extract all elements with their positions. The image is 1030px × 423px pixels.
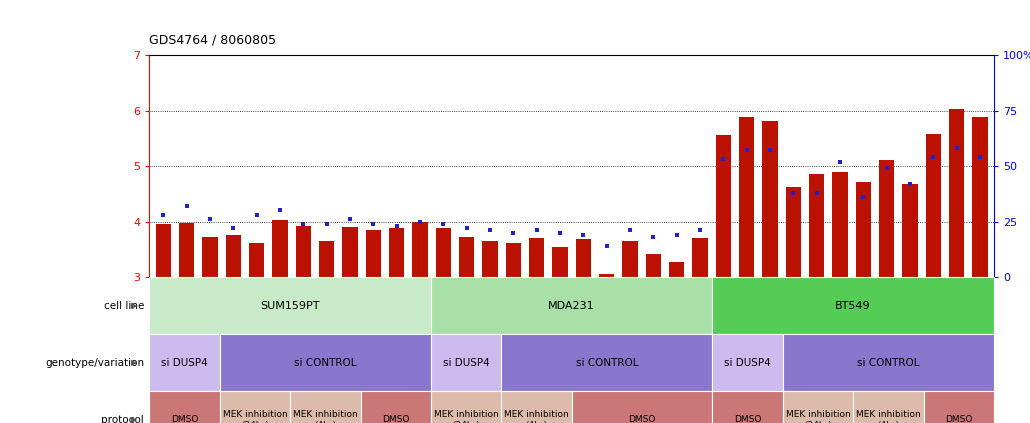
Point <box>622 227 639 234</box>
Bar <box>576 239 591 277</box>
Bar <box>856 181 871 277</box>
Text: BT549: BT549 <box>835 301 871 310</box>
Bar <box>762 121 778 277</box>
Point <box>226 225 242 232</box>
Point <box>855 194 871 201</box>
Point <box>458 225 475 232</box>
Bar <box>342 227 357 277</box>
Text: si CONTROL: si CONTROL <box>857 358 920 368</box>
Text: si CONTROL: si CONTROL <box>576 358 639 368</box>
Point <box>668 231 685 238</box>
Bar <box>972 117 988 277</box>
Bar <box>272 220 287 277</box>
Bar <box>716 135 731 277</box>
Bar <box>949 110 964 277</box>
Bar <box>179 223 195 277</box>
Bar <box>809 174 824 277</box>
Text: ▶: ▶ <box>131 358 137 367</box>
Point <box>831 158 848 165</box>
Point <box>809 190 825 196</box>
Bar <box>926 134 940 277</box>
Bar <box>412 222 427 277</box>
Point <box>552 229 569 236</box>
Text: ▶: ▶ <box>131 301 137 310</box>
Bar <box>366 230 381 277</box>
Bar <box>249 243 265 277</box>
Text: DMSO: DMSO <box>628 415 656 423</box>
Bar <box>670 261 684 277</box>
Point <box>318 220 335 227</box>
Text: ▶: ▶ <box>131 415 137 423</box>
Bar <box>786 187 801 277</box>
Point <box>388 222 405 229</box>
Bar <box>226 235 241 277</box>
Text: si CONTROL: si CONTROL <box>294 358 356 368</box>
Point <box>272 207 288 214</box>
Bar <box>692 238 708 277</box>
Text: DMSO: DMSO <box>171 415 198 423</box>
Point <box>412 218 428 225</box>
Bar <box>832 172 848 277</box>
Bar <box>296 226 311 277</box>
Text: si DUSP4: si DUSP4 <box>724 358 771 368</box>
Text: MEK inhibition
(4hr): MEK inhibition (4hr) <box>293 410 357 423</box>
Point <box>248 212 265 218</box>
Point <box>739 147 755 154</box>
Point <box>971 154 988 161</box>
Point <box>785 190 801 196</box>
Bar <box>436 228 451 277</box>
Bar <box>646 254 661 277</box>
Point <box>482 227 499 234</box>
Text: MEK inhibition
(24hr): MEK inhibition (24hr) <box>786 410 851 423</box>
Bar <box>156 224 171 277</box>
Point <box>575 231 591 238</box>
Point <box>925 154 941 161</box>
Text: protocol: protocol <box>101 415 144 423</box>
Bar <box>622 241 638 277</box>
Point <box>901 181 918 187</box>
Bar <box>203 237 217 277</box>
Bar <box>902 184 918 277</box>
Point <box>178 203 195 209</box>
Point <box>762 147 779 154</box>
Point <box>528 227 545 234</box>
Text: MEK inhibition
(4hr): MEK inhibition (4hr) <box>504 410 569 423</box>
Text: SUM159PT: SUM159PT <box>261 301 320 310</box>
Bar <box>482 241 497 277</box>
Point <box>879 165 895 172</box>
Text: MEK inhibition
(24hr): MEK inhibition (24hr) <box>222 410 287 423</box>
Point <box>365 220 381 227</box>
Point <box>715 156 731 163</box>
Text: MEK inhibition
(4hr): MEK inhibition (4hr) <box>856 410 921 423</box>
Text: genotype/variation: genotype/variation <box>45 358 144 368</box>
Point <box>296 220 312 227</box>
Point <box>692 227 709 234</box>
Bar <box>599 274 614 277</box>
Text: GDS4764 / 8060805: GDS4764 / 8060805 <box>149 33 276 47</box>
Point <box>342 216 358 223</box>
Point <box>598 243 615 250</box>
Point <box>505 229 521 236</box>
Bar <box>506 243 521 277</box>
Point <box>435 220 451 227</box>
Text: cell line: cell line <box>104 301 144 310</box>
Point <box>645 234 661 241</box>
Text: si DUSP4: si DUSP4 <box>161 358 208 368</box>
Text: DMSO: DMSO <box>946 415 972 423</box>
Bar <box>552 247 568 277</box>
Bar <box>389 228 404 277</box>
Bar <box>319 241 335 277</box>
Bar <box>459 237 474 277</box>
Point <box>949 145 965 152</box>
Text: MDA231: MDA231 <box>548 301 595 310</box>
Bar <box>879 160 894 277</box>
Point <box>202 216 218 223</box>
Bar <box>529 238 544 277</box>
Bar <box>740 117 754 277</box>
Text: DMSO: DMSO <box>734 415 761 423</box>
Text: MEK inhibition
(24hr): MEK inhibition (24hr) <box>434 410 499 423</box>
Point <box>156 212 172 218</box>
Text: si DUSP4: si DUSP4 <box>443 358 489 368</box>
Text: DMSO: DMSO <box>382 415 409 423</box>
